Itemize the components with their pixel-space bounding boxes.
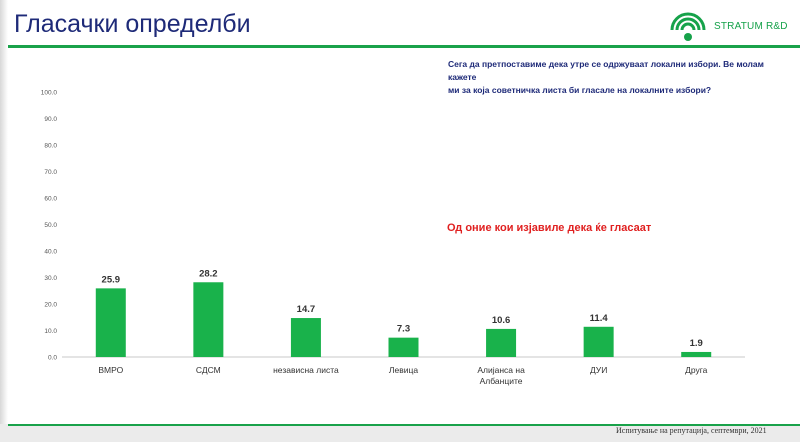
bar: [681, 351, 712, 357]
y-tick-label: 30.0: [44, 275, 57, 282]
y-tick-label: 40.0: [44, 249, 57, 256]
bar: [290, 318, 321, 357]
bar: [583, 326, 614, 357]
bar: [388, 337, 419, 357]
y-tick-label: 0.0: [48, 355, 57, 362]
y-tick-label: 20.0: [44, 302, 57, 309]
bar: [486, 328, 517, 357]
y-tick-label: 80.0: [44, 143, 57, 150]
y-tick-label: 60.0: [44, 196, 57, 203]
edge-shadow: [0, 0, 8, 442]
bar: [193, 282, 224, 357]
stratum-logo-icon: [670, 12, 706, 41]
footer-text: Испитување на репутација, септември, 202…: [616, 426, 767, 435]
question-line-2: ми за која советничка листа би гласале н…: [448, 85, 712, 95]
x-category-label: Албанците: [480, 376, 523, 386]
x-category-label: Друга: [685, 365, 708, 375]
bar: [95, 288, 126, 357]
question-line-1: Сега да претпоставиме дека утре се одржу…: [448, 59, 764, 82]
x-category-label: независна листа: [273, 365, 339, 375]
bar-value-label: 1.9: [690, 338, 703, 349]
bar-value-label: 14.7: [297, 304, 316, 315]
bar-value-label: 10.6: [492, 315, 511, 326]
chart-annotation: Од оние кои изјавиле дека ќе гласаат: [447, 222, 652, 234]
logo-text: STRATUM R&D: [714, 21, 788, 32]
y-tick-label: 90.0: [44, 116, 57, 123]
footer-bar: [0, 424, 800, 442]
y-tick-label: 10.0: [44, 328, 57, 335]
bar-value-label: 11.4: [590, 313, 609, 324]
footer-divider: [8, 424, 800, 426]
x-category-label: Алијанса на: [477, 365, 525, 375]
bar-value-label: 7.3: [397, 324, 410, 335]
slide-title: Гласачки определби: [14, 10, 251, 38]
y-tick-label: 100.0: [41, 90, 58, 97]
bar-chart: 0.0 10.0 20.0 30.0 40.0 50.0 60.0 70.0 80.0 90.0 1…: [41, 90, 745, 386]
x-category-label: СДСМ: [196, 365, 221, 375]
x-category-label: ВМРО: [98, 365, 123, 375]
survey-question: Сега да претпоставиме дека утре се одржу…: [448, 58, 788, 97]
title-divider: [8, 45, 800, 48]
x-category-label: Левица: [389, 365, 418, 375]
y-tick-label: 50.0: [44, 222, 57, 229]
y-tick-label: 70.0: [44, 169, 57, 176]
bar-value-label: 25.9: [102, 274, 121, 285]
x-category-label: ДУИ: [590, 365, 607, 375]
bar-value-label: 28.2: [199, 268, 218, 279]
